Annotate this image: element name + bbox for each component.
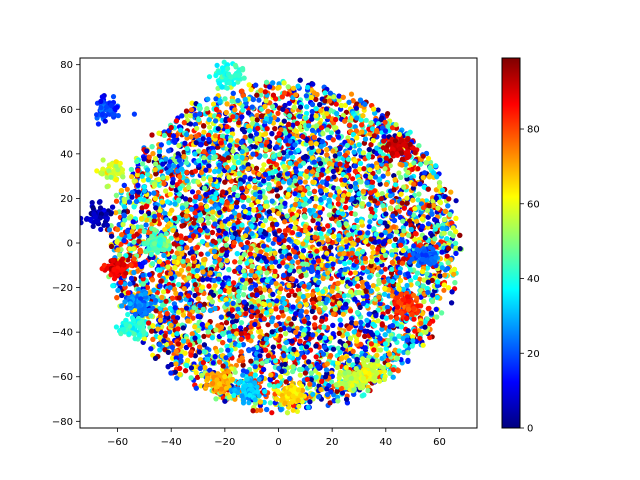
data-point bbox=[256, 97, 262, 103]
data-point bbox=[367, 219, 373, 225]
data-point bbox=[339, 279, 345, 285]
data-point bbox=[347, 205, 354, 211]
scatter-points bbox=[80, 59, 464, 416]
data-point bbox=[238, 325, 244, 331]
data-point bbox=[441, 287, 447, 293]
data-point bbox=[129, 174, 135, 180]
data-point bbox=[375, 107, 381, 113]
data-point bbox=[365, 322, 371, 328]
data-point bbox=[370, 283, 376, 289]
data-point bbox=[335, 345, 341, 351]
data-point bbox=[448, 189, 454, 195]
data-point bbox=[415, 197, 421, 203]
data-point bbox=[416, 328, 422, 334]
data-point bbox=[379, 191, 385, 197]
data-point bbox=[382, 266, 388, 272]
data-point bbox=[312, 203, 319, 209]
data-point bbox=[248, 87, 254, 93]
data-point bbox=[294, 408, 300, 414]
data-point bbox=[428, 159, 434, 165]
data-point bbox=[375, 265, 381, 271]
data-point bbox=[241, 129, 248, 135]
data-point bbox=[425, 155, 432, 162]
data-point bbox=[193, 370, 199, 376]
data-point bbox=[156, 153, 162, 159]
data-point bbox=[303, 309, 309, 315]
data-point bbox=[328, 130, 334, 136]
data-point bbox=[195, 189, 201, 195]
data-point bbox=[233, 362, 239, 368]
data-point bbox=[453, 198, 459, 204]
data-point bbox=[269, 410, 275, 416]
data-point bbox=[366, 224, 372, 230]
data-point bbox=[157, 272, 163, 278]
data-point bbox=[115, 287, 121, 293]
